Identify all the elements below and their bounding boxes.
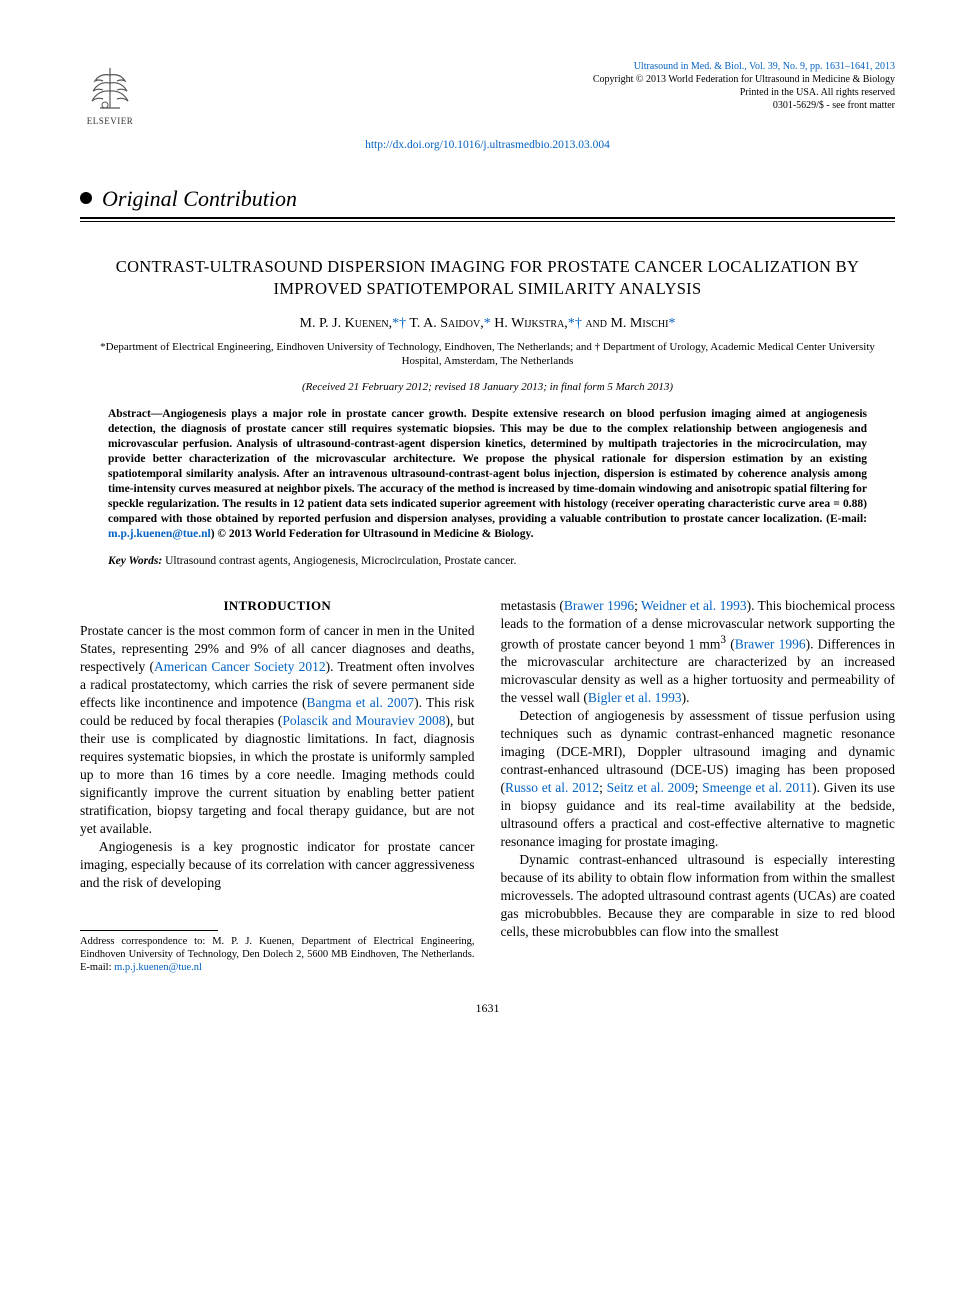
right-column: metastasis (Brawer 1996; Weidner et al. … xyxy=(501,597,896,974)
journal-info: Ultrasound in Med. & Biol., Vol. 39, No.… xyxy=(593,60,895,112)
cite-bigler1993[interactable]: Bigler et al. 1993 xyxy=(588,690,682,705)
body-columns: INTRODUCTION Prostate cancer is the most… xyxy=(80,597,895,974)
footnote: Address correspondence to: M. P. J. Kuen… xyxy=(80,935,475,974)
journal-printed: Printed in the USA. All rights reserved xyxy=(593,86,895,99)
footnote-separator xyxy=(80,930,218,931)
keywords: Key Words: Ultrasound contrast agents, A… xyxy=(108,554,867,570)
journal-issn: 0301-5629/$ - see front matter xyxy=(593,99,895,112)
doi-link[interactable]: http://dx.doi.org/10.1016/j.ultrasmedbio… xyxy=(365,139,610,151)
header-row: ELSEVIER Ultrasound in Med. & Biol., Vol… xyxy=(80,60,895,130)
page-number: 1631 xyxy=(80,1000,895,1016)
keywords-text: Ultrasound contrast agents, Angiogenesis… xyxy=(162,555,516,567)
publisher-logo: ELSEVIER xyxy=(80,60,140,130)
journal-citation: Ultrasound in Med. & Biol., Vol. 39, No.… xyxy=(593,60,895,73)
footnote-email[interactable]: m.p.j.kuenen@tue.nl xyxy=(114,962,202,973)
cite-weidner1993[interactable]: Weidner et al. 1993 xyxy=(641,598,747,613)
rule-thin xyxy=(80,221,895,222)
abstract-body: Angiogenesis plays a major role in prost… xyxy=(108,408,867,525)
cite-bangma2007[interactable]: Bangma et al. 2007 xyxy=(306,695,414,710)
cite-smeenge2011[interactable]: Smeenge et al. 2011 xyxy=(702,780,812,795)
keywords-label: Key Words: xyxy=(108,555,162,567)
abstract-email[interactable]: m.p.j.kuenen@tue.nl xyxy=(108,528,211,540)
cite-polascik2008[interactable]: Polascik and Mouraviev 2008 xyxy=(282,713,445,728)
cite-seitz2009[interactable]: Seitz et al. 2009 xyxy=(607,780,695,795)
cite-russo2012[interactable]: Russo et al. 2012 xyxy=(505,780,599,795)
abstract: Abstract—Angiogenesis plays a major role… xyxy=(108,407,867,541)
right-p3: Dynamic contrast-enhanced ultrasound is … xyxy=(501,851,896,941)
abstract-label: Abstract— xyxy=(108,408,162,420)
left-p2: Angiogenesis is a key prognostic indicat… xyxy=(80,838,475,892)
cite-acs2012[interactable]: American Cancer Society 2012 xyxy=(154,659,326,674)
right-p2: Detection of angiogenesis by assessment … xyxy=(501,707,896,851)
affiliations: *Department of Electrical Engineering, E… xyxy=(80,340,895,369)
abstract-tail: ) © 2013 World Federation for Ultrasound… xyxy=(211,528,534,540)
authors: M. P. J. Kuenen,*† T. A. Saidov,* H. Wij… xyxy=(80,315,895,334)
right-p1: metastasis (Brawer 1996; Weidner et al. … xyxy=(501,597,896,707)
left-column: INTRODUCTION Prostate cancer is the most… xyxy=(80,597,475,974)
section-label: Original Contribution xyxy=(102,184,297,214)
section-label-row: Original Contribution xyxy=(80,184,895,214)
journal-copyright: Copyright © 2013 World Federation for Ul… xyxy=(593,73,895,86)
rule-thick xyxy=(80,217,895,219)
bullet-icon xyxy=(80,192,92,204)
dates: (Received 21 February 2012; revised 18 J… xyxy=(80,380,895,395)
cite-brawer1996a[interactable]: Brawer 1996 xyxy=(564,598,634,613)
intro-heading: INTRODUCTION xyxy=(80,597,475,614)
cite-brawer1996b[interactable]: Brawer 1996 xyxy=(735,636,806,651)
elsevier-tree-icon xyxy=(85,63,135,113)
doi-row: http://dx.doi.org/10.1016/j.ultrasmedbio… xyxy=(80,138,895,154)
article-title: CONTRAST-ULTRASOUND DISPERSION IMAGING F… xyxy=(80,256,895,301)
publisher-name: ELSEVIER xyxy=(87,115,134,127)
left-p1: Prostate cancer is the most common form … xyxy=(80,622,475,837)
